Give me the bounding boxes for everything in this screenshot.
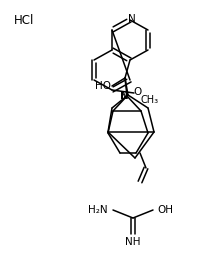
Text: H₂N: H₂N	[88, 205, 108, 215]
Text: HCl: HCl	[14, 13, 34, 27]
Text: N: N	[120, 91, 128, 101]
Text: HO: HO	[95, 81, 111, 91]
Text: O: O	[134, 87, 142, 97]
Text: N: N	[128, 14, 136, 24]
Text: CH₃: CH₃	[141, 95, 159, 105]
Text: OH: OH	[157, 205, 173, 215]
Text: N: N	[121, 91, 129, 101]
Text: NH: NH	[125, 237, 141, 247]
